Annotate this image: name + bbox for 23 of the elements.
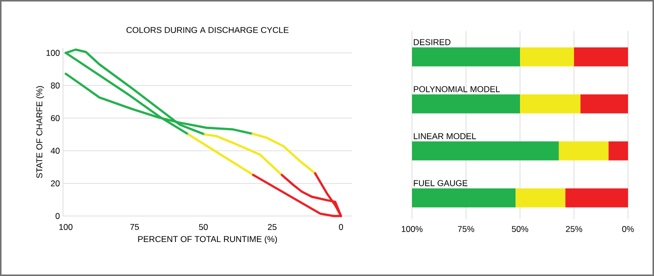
y-tick-label: 80 bbox=[50, 82, 60, 89]
y-tick-label: LINEAR MODEL bbox=[414, 133, 476, 140]
y-tick-label: 40 bbox=[50, 148, 60, 154]
y-tick-label: 100 bbox=[46, 50, 60, 56]
y-tick-label: DESIRED bbox=[414, 39, 450, 46]
y-tick-label: FUEL GAUGE bbox=[414, 180, 468, 186]
y-tick-label: 20 bbox=[50, 180, 60, 186]
x-tick-label: 100 bbox=[59, 224, 72, 230]
y-tick-label: 60 bbox=[51, 115, 60, 122]
y-tick-label: POLYNOMIAL MODEL bbox=[414, 86, 500, 92]
x-tick-label: 75 bbox=[130, 224, 139, 230]
x-tick-label: 75% bbox=[458, 226, 474, 232]
chart-title: COLORS DURING A DISCHARGE CYCLE bbox=[126, 27, 289, 33]
x-tick-label: 25% bbox=[566, 226, 582, 232]
y-axis-title: STATE OF CHARFE (%) bbox=[36, 86, 44, 178]
x-tick-label: 0 bbox=[338, 224, 344, 230]
x-tick-label: 50 bbox=[199, 224, 208, 230]
x-tick-label: 50% bbox=[512, 226, 528, 232]
x-tick-label: 100% bbox=[402, 226, 423, 232]
y-tick-label: 0 bbox=[56, 213, 60, 219]
x-tick-label: 0% bbox=[622, 226, 634, 232]
x-tick-label: 25 bbox=[268, 224, 277, 230]
x-axis-title: PERCENT OF TOTAL RUNTIME (%) bbox=[138, 236, 277, 244]
